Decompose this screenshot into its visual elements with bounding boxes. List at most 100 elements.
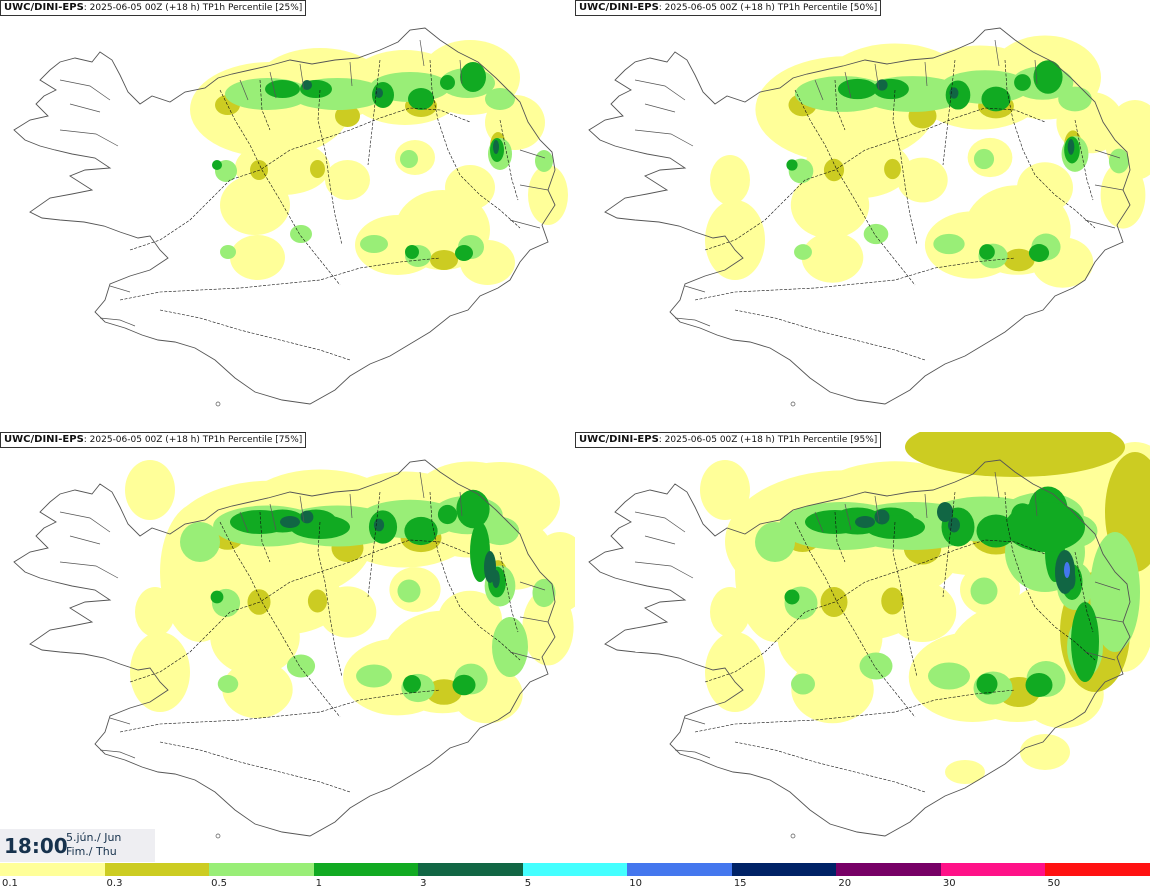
road-line [704,539,1046,683]
precip-area-light [897,157,948,203]
legend-swatch [104,863,211,876]
precip-area-lightgreen [286,654,316,678]
precip-area-olive [1003,248,1035,272]
fjord-line [684,285,706,293]
map-panel-p50: UWC/DINI-EPS: 2025-06-05 00Z (+18 h) TP1… [575,0,1150,432]
precip-area-lightgreen [933,233,965,255]
fjord-line [509,651,541,661]
run-info: : 2025-06-05 00Z (+18 h) [83,3,203,13]
legend-swatch [522,863,629,876]
field-name: TP1h Percentile [25%] [202,3,303,13]
precip-area-darkgreen [874,509,890,525]
fjord-line [924,493,928,519]
precip-area-green [456,489,490,529]
precip-area-lightgreen [290,225,312,243]
fjord-line [299,495,305,523]
road-line [219,89,341,286]
precip-area-green [440,75,455,90]
panel-title: UWC/DINI-EPS: 2025-06-05 00Z (+18 h) TP1… [575,0,882,16]
fjord-line [644,535,676,545]
island [215,401,221,407]
precip-area-light [888,582,957,642]
precip-area-lightgreen [397,579,421,603]
fjord-line [69,103,101,113]
road-line [734,309,926,361]
fjord-line [634,561,694,579]
legend-swatch [209,863,315,876]
precip-area-lightgreen [220,245,236,259]
precip-area-light [445,165,495,210]
island [790,833,796,839]
legend-tick-label: 10 [629,878,642,889]
fjord-line [419,39,425,67]
precip-area-olive [335,105,360,127]
fjord-line [349,61,353,87]
fjord-line [59,511,111,533]
fjord-line [519,184,549,191]
model-name: UWC/DINI-EPS [579,434,659,445]
fjord-line [1034,59,1038,85]
precip-area-lightgreen [535,150,553,172]
legend-tick-label: 30 [942,878,956,889]
fjord-line [239,511,249,533]
precip-area-olive [820,587,848,617]
fjord-line [69,535,101,545]
precip-area-darkgreen [855,516,875,528]
fjord-line [349,493,353,519]
fjord-line [674,749,711,759]
coastline [13,459,556,837]
precip-area-darkgreen [302,80,312,90]
precip-area-light [230,235,285,280]
fjord-line [239,79,249,101]
fjord-line [269,503,277,531]
precip-area-darkgreen [493,140,499,154]
precip-area-lightgreen [755,522,795,562]
precip-area-light [438,590,502,649]
precip-area-green [452,674,476,696]
precip-area-green [212,160,222,170]
precip-area-green [786,159,798,171]
precip-area-lightgreen [1058,86,1092,112]
road-line [129,107,471,251]
precip-area-green [1014,74,1031,91]
precip-area-olive [884,158,901,180]
road-line [892,89,918,246]
road-line [734,741,926,793]
legend-swatch [418,863,524,876]
island [215,833,221,839]
fjord-line [109,285,131,293]
precip-area-lightgreen [217,675,239,693]
road-line [694,689,1016,733]
fjord-line [269,71,277,99]
precip-area-light [318,586,377,638]
precip-area-lightgreen [1108,148,1130,174]
road-line [834,511,846,563]
precip-area-darkgreen [876,79,888,91]
precip-area-blue [1064,562,1070,578]
precip-area-darkgreen [280,516,300,528]
road-line [499,551,519,633]
road-line [892,521,918,678]
road-line [942,491,956,598]
coastline [13,27,556,405]
precip-map [13,27,568,407]
precip-area-light [125,460,175,520]
date-line-1: 5.jún./ Jun [66,831,122,844]
panel-title: UWC/DINI-EPS: 2025-06-05 00Z (+18 h) TP1… [0,0,307,16]
precip-area-light [1020,734,1070,770]
precip-area-green [981,86,1011,112]
precip-area-green [976,673,998,695]
precip-area-lightgreen [532,578,556,608]
precip-area-light [325,160,370,200]
road-line [694,257,1016,301]
precip-area-darkgreen [937,502,953,522]
precip-field [190,40,568,285]
precip-area-green [1025,673,1053,697]
precip-area-lightgreen [356,664,392,688]
road-line [119,257,441,301]
fjord-line [1084,651,1116,661]
precip-area-lightgreen [973,148,995,170]
precip-field [700,432,1150,784]
model-name: UWC/DINI-EPS [4,434,84,445]
precip-area-green [784,589,800,605]
